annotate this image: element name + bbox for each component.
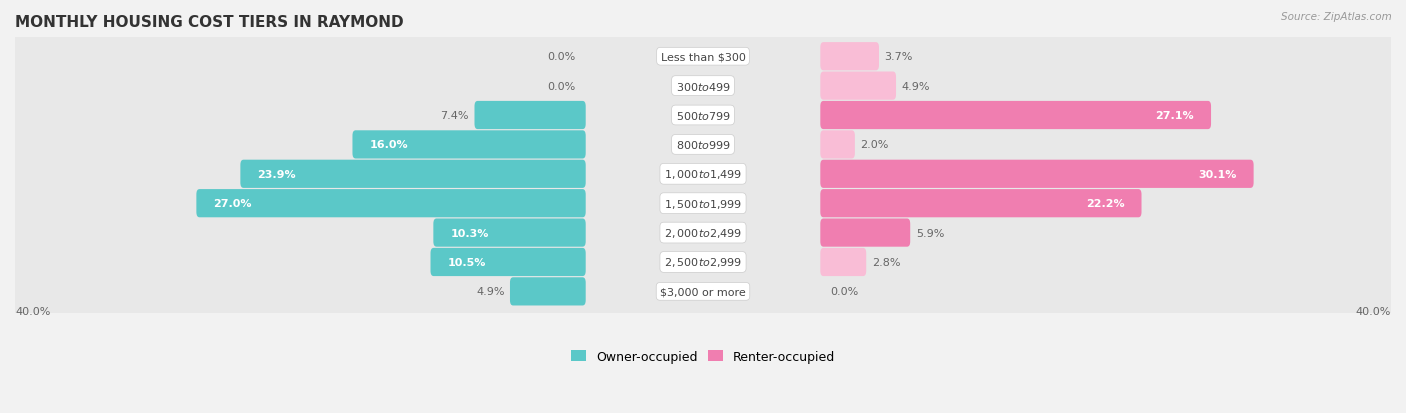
Text: 23.9%: 23.9% bbox=[257, 169, 295, 179]
FancyBboxPatch shape bbox=[13, 149, 1393, 200]
Text: 22.2%: 22.2% bbox=[1085, 199, 1125, 209]
FancyBboxPatch shape bbox=[430, 248, 586, 276]
Text: 2.0%: 2.0% bbox=[860, 140, 889, 150]
FancyBboxPatch shape bbox=[433, 219, 586, 247]
Text: 10.5%: 10.5% bbox=[447, 257, 485, 267]
Text: 0.0%: 0.0% bbox=[547, 52, 575, 62]
FancyBboxPatch shape bbox=[474, 102, 586, 130]
FancyBboxPatch shape bbox=[820, 248, 866, 276]
FancyBboxPatch shape bbox=[353, 131, 586, 159]
Text: 4.9%: 4.9% bbox=[477, 287, 505, 297]
Text: Source: ZipAtlas.com: Source: ZipAtlas.com bbox=[1281, 12, 1392, 22]
Legend: Owner-occupied, Renter-occupied: Owner-occupied, Renter-occupied bbox=[567, 345, 839, 368]
Text: Less than $300: Less than $300 bbox=[661, 52, 745, 62]
FancyBboxPatch shape bbox=[13, 119, 1393, 171]
FancyBboxPatch shape bbox=[820, 72, 896, 100]
Text: 0.0%: 0.0% bbox=[831, 287, 859, 297]
Text: 40.0%: 40.0% bbox=[15, 306, 51, 317]
Text: $2,000 to $2,499: $2,000 to $2,499 bbox=[664, 227, 742, 240]
FancyBboxPatch shape bbox=[13, 31, 1393, 83]
Text: 5.9%: 5.9% bbox=[915, 228, 943, 238]
FancyBboxPatch shape bbox=[820, 219, 910, 247]
FancyBboxPatch shape bbox=[820, 43, 879, 71]
Text: 16.0%: 16.0% bbox=[370, 140, 408, 150]
Text: 4.9%: 4.9% bbox=[901, 81, 929, 91]
Text: 0.0%: 0.0% bbox=[547, 81, 575, 91]
FancyBboxPatch shape bbox=[13, 207, 1393, 259]
Text: $500 to $799: $500 to $799 bbox=[675, 110, 731, 122]
FancyBboxPatch shape bbox=[240, 160, 586, 188]
FancyBboxPatch shape bbox=[510, 278, 586, 306]
Text: 3.7%: 3.7% bbox=[884, 52, 912, 62]
Text: 7.4%: 7.4% bbox=[440, 111, 470, 121]
FancyBboxPatch shape bbox=[820, 160, 1254, 188]
FancyBboxPatch shape bbox=[13, 61, 1393, 112]
Text: 10.3%: 10.3% bbox=[450, 228, 488, 238]
Text: 40.0%: 40.0% bbox=[1355, 306, 1391, 317]
FancyBboxPatch shape bbox=[13, 178, 1393, 229]
FancyBboxPatch shape bbox=[13, 237, 1393, 288]
Text: $1,000 to $1,499: $1,000 to $1,499 bbox=[664, 168, 742, 181]
FancyBboxPatch shape bbox=[820, 102, 1211, 130]
FancyBboxPatch shape bbox=[197, 190, 586, 218]
FancyBboxPatch shape bbox=[13, 90, 1393, 141]
Text: 2.8%: 2.8% bbox=[872, 257, 900, 267]
FancyBboxPatch shape bbox=[13, 266, 1393, 317]
Text: $800 to $999: $800 to $999 bbox=[675, 139, 731, 151]
Text: 27.0%: 27.0% bbox=[214, 199, 252, 209]
Text: 30.1%: 30.1% bbox=[1198, 169, 1237, 179]
Text: 27.1%: 27.1% bbox=[1156, 111, 1194, 121]
Text: $1,500 to $1,999: $1,500 to $1,999 bbox=[664, 197, 742, 210]
Text: $300 to $499: $300 to $499 bbox=[675, 81, 731, 93]
Text: MONTHLY HOUSING COST TIERS IN RAYMOND: MONTHLY HOUSING COST TIERS IN RAYMOND bbox=[15, 15, 404, 30]
FancyBboxPatch shape bbox=[820, 131, 855, 159]
Text: $3,000 or more: $3,000 or more bbox=[661, 287, 745, 297]
FancyBboxPatch shape bbox=[820, 190, 1142, 218]
Text: $2,500 to $2,999: $2,500 to $2,999 bbox=[664, 256, 742, 269]
